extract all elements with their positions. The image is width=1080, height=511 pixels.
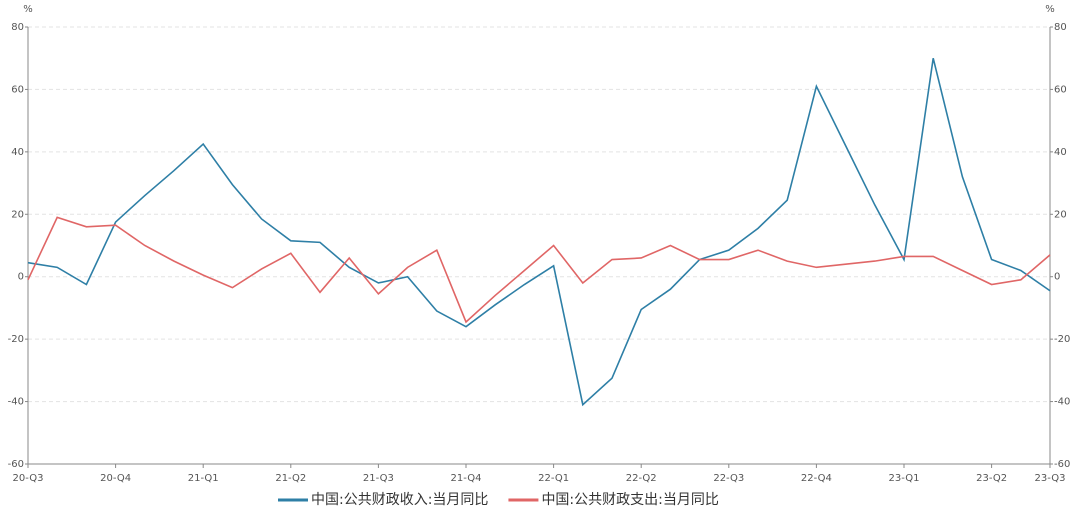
legend-label: 中国:公共财政收入:当月同比 [311,492,488,508]
line-series [27,216,1051,324]
x-tick-label: 21-Q4 [451,473,482,484]
x-tick-label: 23-Q3 [1035,473,1066,484]
y-unit: % [23,4,33,15]
y2-tick-label: 0 [1054,272,1060,283]
y-tick-label: -60 [8,459,24,470]
x-tick-label: 22-Q3 [713,473,744,484]
x-tick-label: 23-Q1 [889,473,920,484]
line-series [27,58,1051,407]
y-tick-label: 20 [11,209,24,220]
y2-tick-label: 40 [1054,147,1067,158]
x-tick-label: 21-Q3 [363,473,394,484]
legend-label: 中国:公共财政支出:当月同比 [541,492,718,508]
x-tick-label: 22-Q4 [801,473,832,484]
y-tick-label: -40 [8,397,24,408]
x-tick-label: 22-Q1 [538,473,569,484]
y2-tick-label: -20 [1054,334,1070,345]
y-tick-label: -20 [8,334,24,345]
y2-tick-label: -60 [1054,459,1070,470]
x-tick-label: 20-Q4 [100,473,131,484]
x-tick-label: 21-Q1 [188,473,219,484]
y2-tick-label: 20 [1054,209,1067,220]
x-tick-label: 21-Q2 [275,473,306,484]
y2-tick-label: 80 [1054,22,1067,33]
x-tick-label: 22-Q2 [626,473,657,484]
y2-tick-label: -40 [1054,397,1070,408]
x-tick-label: 23-Q2 [976,473,1007,484]
y2-unit: % [1045,4,1055,15]
y-tick-label: 80 [11,22,24,33]
y-tick-label: 40 [11,147,24,158]
y-tick-label: 0 [18,272,24,283]
x-tick-label: 20-Q3 [13,473,44,484]
y2-tick-label: 60 [1054,84,1067,95]
y-tick-label: 60 [11,84,24,95]
